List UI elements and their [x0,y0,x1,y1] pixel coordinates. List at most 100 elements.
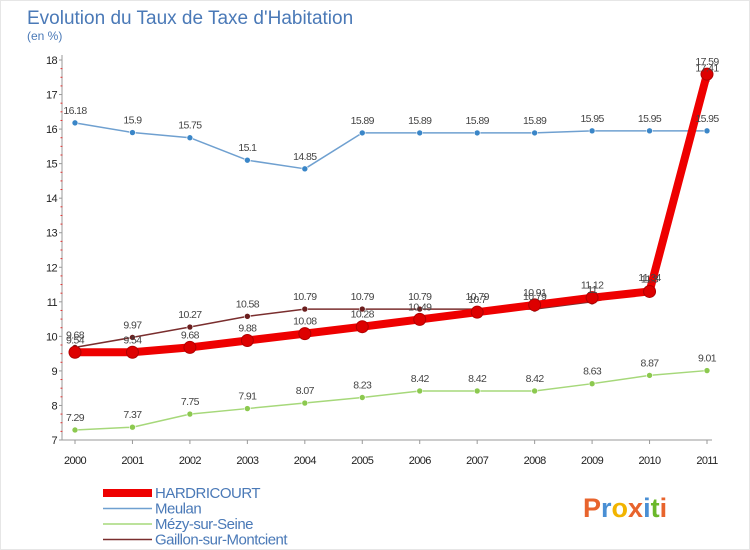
data-label: 7.29 [66,412,85,424]
data-point [129,334,136,341]
data-label: 10.7 [468,294,487,306]
data-label: 11.3 [641,273,659,285]
data-point [186,410,194,418]
data-label: 16.18 [63,105,87,117]
data-point [244,156,251,164]
data-point [585,291,599,305]
data-label: 10.79 [466,291,490,303]
data-label: 8.07 [296,385,315,397]
data-label: 10.79 [293,291,317,303]
y-tick-label: 15 [46,159,58,171]
logo-letter: r [601,493,612,523]
data-label: 17.41 [695,62,719,74]
data-label: 10.79 [523,291,547,303]
x-tick-label: 2001 [121,455,144,467]
data-label: 14.85 [293,151,317,163]
data-label: 11.34 [638,272,661,284]
y-tick-label: 17 [46,90,58,102]
x-tick-label: 2005 [351,455,374,467]
data-point [355,320,369,334]
x-tick-label: 2002 [179,455,202,467]
logo-letter: o [612,493,629,523]
y-tick-label: 10 [46,331,58,343]
proxiti-logo: Proxiti [583,493,667,523]
y-tick-label: 13 [46,228,58,240]
y-tick-label: 12 [46,262,58,274]
data-point [298,327,312,341]
data-label: 15.1 [238,142,257,154]
data-point [68,345,82,359]
data-point [588,380,596,387]
y-tick-label: 18 [46,55,58,67]
data-point [416,305,424,313]
data-point [700,67,714,81]
logo-letter: t [651,493,660,523]
series-mezy-sur-seine [71,367,711,434]
data-label: 7.75 [181,396,200,408]
data-label: 10.91 [523,287,547,299]
data-point [416,129,424,137]
data-point [531,129,538,137]
data-point [358,305,366,313]
data-label: 10.28 [351,309,375,321]
data-label: 8.23 [353,380,372,392]
y-tick-label: 9 [51,366,57,378]
data-label: 10.49 [408,301,432,313]
logo-letter: i [643,493,651,523]
data-label: 11 [587,284,597,296]
x-tick-label: 2000 [64,455,87,467]
data-point [244,313,251,320]
legend-label: Meulan [155,501,201,518]
series-hardricourt [68,67,714,359]
data-label: 7.91 [238,391,257,403]
data-label: 15.89 [351,115,375,127]
data-point [528,298,542,312]
x-tick-label: 2010 [639,455,662,467]
data-point [301,165,309,173]
data-point [358,394,366,401]
data-point [129,129,136,136]
data-point [643,284,657,298]
legend-label: Gaillon-sur-Montcient [155,532,288,549]
data-label: 15.75 [178,120,202,132]
data-point [531,387,538,395]
data-point [413,312,427,326]
logo-letter: x [628,493,643,523]
data-point [646,372,653,379]
data-label: 8.42 [411,373,430,385]
data-label: 10.27 [178,309,202,321]
x-tick-label: 2006 [409,455,432,467]
data-point [129,423,136,431]
y-tick-label: 8 [51,400,57,412]
data-label: 15.89 [408,115,432,127]
data-label: 15.9 [123,115,142,127]
legend-label: Mézy-sur-Seine [155,516,253,533]
logo-letter: i [660,493,668,523]
data-point [71,119,79,127]
y-tick-label: 7 [51,435,57,447]
x-tick-label: 2009 [581,455,604,467]
data-label: 15.89 [523,115,547,127]
data-point [183,340,197,354]
data-label: 10.58 [236,298,260,310]
axes: 7 8 9 10 11 12 13 14 15 16 17 18 2000 2001 2002 2003 200… [46,55,719,467]
data-label: 9.88 [238,323,257,335]
data-label: 9.97 [123,319,142,331]
data-label: 15.89 [466,115,490,127]
data-point [186,134,194,142]
data-label: 15.95 [695,113,719,125]
data-point [301,305,309,313]
data-point [125,345,139,359]
data-label: 9.01 [698,353,717,365]
series-meulan [71,119,711,173]
chart-title: Evolution du Taux de Taxe d'Habitation [27,8,353,29]
data-label: 10.79 [351,291,375,303]
data-label: 9.68 [181,329,200,341]
data-point [703,127,711,135]
data-label: 10.08 [293,316,317,328]
data-point [703,367,711,374]
data-label: 8.42 [526,373,545,385]
